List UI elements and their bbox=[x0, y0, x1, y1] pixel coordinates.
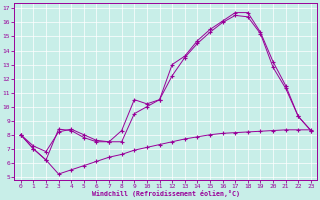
X-axis label: Windchill (Refroidissement éolien,°C): Windchill (Refroidissement éolien,°C) bbox=[92, 190, 240, 197]
